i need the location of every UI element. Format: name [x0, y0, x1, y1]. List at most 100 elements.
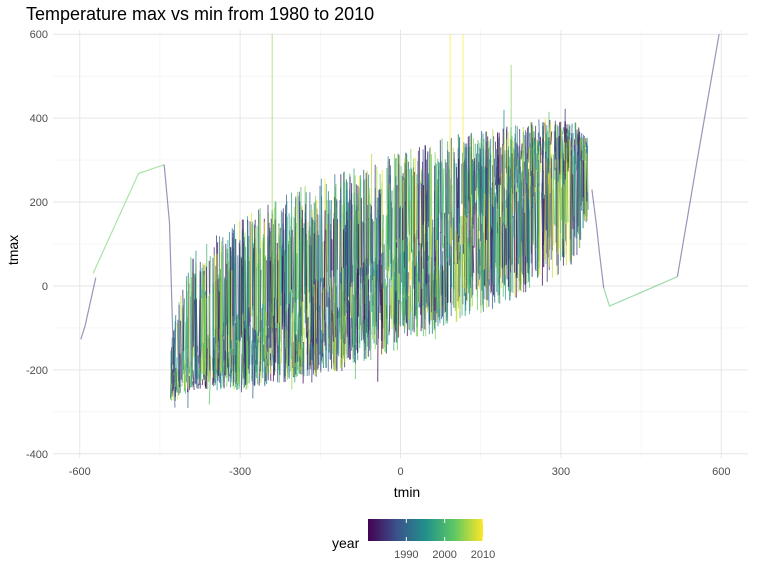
data-line-segment	[429, 156, 431, 260]
data-line-segment	[424, 233, 426, 320]
data-line-segment	[235, 238, 237, 341]
data-line-segment	[533, 166, 536, 251]
series-line	[591, 189, 605, 289]
data-line-segment	[559, 121, 562, 173]
data-line-segment	[222, 237, 224, 337]
data-line-segment	[410, 167, 413, 252]
data-line-segment	[500, 173, 503, 289]
data-line-segment	[195, 299, 198, 353]
data-line-segment	[310, 204, 312, 341]
data-line-segment	[323, 210, 326, 288]
data-line-segment	[383, 281, 386, 352]
data-line-segment	[440, 160, 442, 220]
data-line-segment	[571, 173, 574, 230]
data-line-segment	[443, 243, 446, 313]
data-line-segment	[252, 247, 255, 306]
data-line-segment	[548, 173, 550, 268]
data-line-segment	[552, 154, 555, 225]
data-line-segment	[520, 170, 523, 243]
data-line-segment	[470, 132, 473, 195]
data-line-segment	[434, 163, 437, 271]
data-line-segment	[349, 190, 351, 290]
x-tick-label: 300	[552, 466, 570, 478]
data-line-segment	[481, 188, 484, 305]
series-line	[92, 164, 165, 274]
data-line-segment	[326, 199, 329, 293]
data-line-segment	[371, 205, 373, 264]
data-line-segment	[420, 288, 423, 332]
data-line-segment	[187, 277, 190, 389]
legend-tick-label: 2000	[432, 549, 456, 561]
y-axis-title: tmax	[5, 235, 21, 265]
data-line-segment	[471, 161, 474, 228]
data-line-segment	[439, 140, 442, 234]
data-line-segment	[469, 229, 472, 289]
data-line-segment	[580, 137, 583, 151]
data-line-segment	[554, 178, 557, 226]
data-line-segment	[298, 317, 301, 360]
data-line-segment	[363, 222, 366, 320]
data-line-segment	[502, 216, 505, 297]
data-line-segment	[520, 143, 523, 160]
data-line-segment	[430, 215, 432, 320]
data-line-segment	[513, 137, 516, 191]
data-line-segment	[404, 200, 406, 268]
data-line-segment	[212, 286, 215, 363]
data-line-segment	[414, 182, 417, 266]
data-line-segment	[490, 229, 493, 270]
data-line-segment	[494, 141, 497, 190]
data-line-segment	[198, 368, 201, 383]
data-line-segment	[296, 191, 299, 300]
data-line-segment	[197, 383, 199, 389]
data-line-segment	[186, 290, 189, 378]
data-line-segment	[506, 150, 509, 226]
data-line-segment	[315, 234, 318, 282]
data-line-segment	[288, 303, 290, 367]
data-line-segment	[264, 311, 267, 367]
data-line-segment	[224, 243, 227, 363]
chart-title: Temperature max vs min from 1980 to 2010	[26, 4, 374, 24]
data-line-segment	[226, 263, 229, 368]
data-lines	[80, 34, 720, 409]
data-line-segment	[199, 348, 202, 381]
data-line-segment	[437, 219, 440, 314]
data-line-segment	[471, 226, 474, 296]
data-line-segment	[545, 125, 548, 163]
data-line-segment	[524, 135, 527, 187]
data-line-segment	[325, 288, 327, 369]
data-line-segment	[457, 158, 460, 208]
x-tick-label: -600	[69, 466, 91, 478]
data-line-segment	[451, 184, 454, 241]
data-line-segment	[223, 373, 226, 375]
data-line-segment	[294, 334, 297, 363]
data-line-segment	[412, 158, 415, 230]
data-line-segment	[456, 167, 458, 265]
data-line-segment	[493, 176, 495, 277]
data-line-segment	[397, 299, 400, 338]
data-line-segment	[218, 291, 220, 352]
data-line-segment	[515, 143, 518, 184]
data-line-segment	[205, 298, 207, 359]
series-line	[603, 276, 678, 307]
data-line-segment	[414, 237, 417, 316]
data-line-segment	[292, 341, 295, 378]
data-line-segment	[295, 350, 298, 377]
data-line-segment	[352, 294, 354, 344]
series-line	[676, 34, 720, 277]
colour-legend: year 1990 2000 2010	[332, 519, 495, 561]
data-line-segment	[566, 158, 569, 223]
data-line-segment	[313, 284, 316, 376]
data-line-segment	[337, 310, 339, 355]
data-line-segment	[294, 196, 297, 303]
data-line-segment	[208, 293, 211, 373]
data-line-segment	[278, 324, 281, 370]
data-line-segment	[219, 268, 222, 360]
y-tick-labels: -400 -200 0 200 400 600	[26, 29, 48, 461]
data-line-segment	[171, 387, 173, 394]
data-line-segment	[352, 302, 355, 363]
x-tick-labels: -600 -300 0 300 600	[69, 466, 731, 478]
data-line-segment	[192, 370, 195, 391]
data-line-segment	[532, 147, 535, 172]
data-line-segment	[550, 131, 553, 145]
